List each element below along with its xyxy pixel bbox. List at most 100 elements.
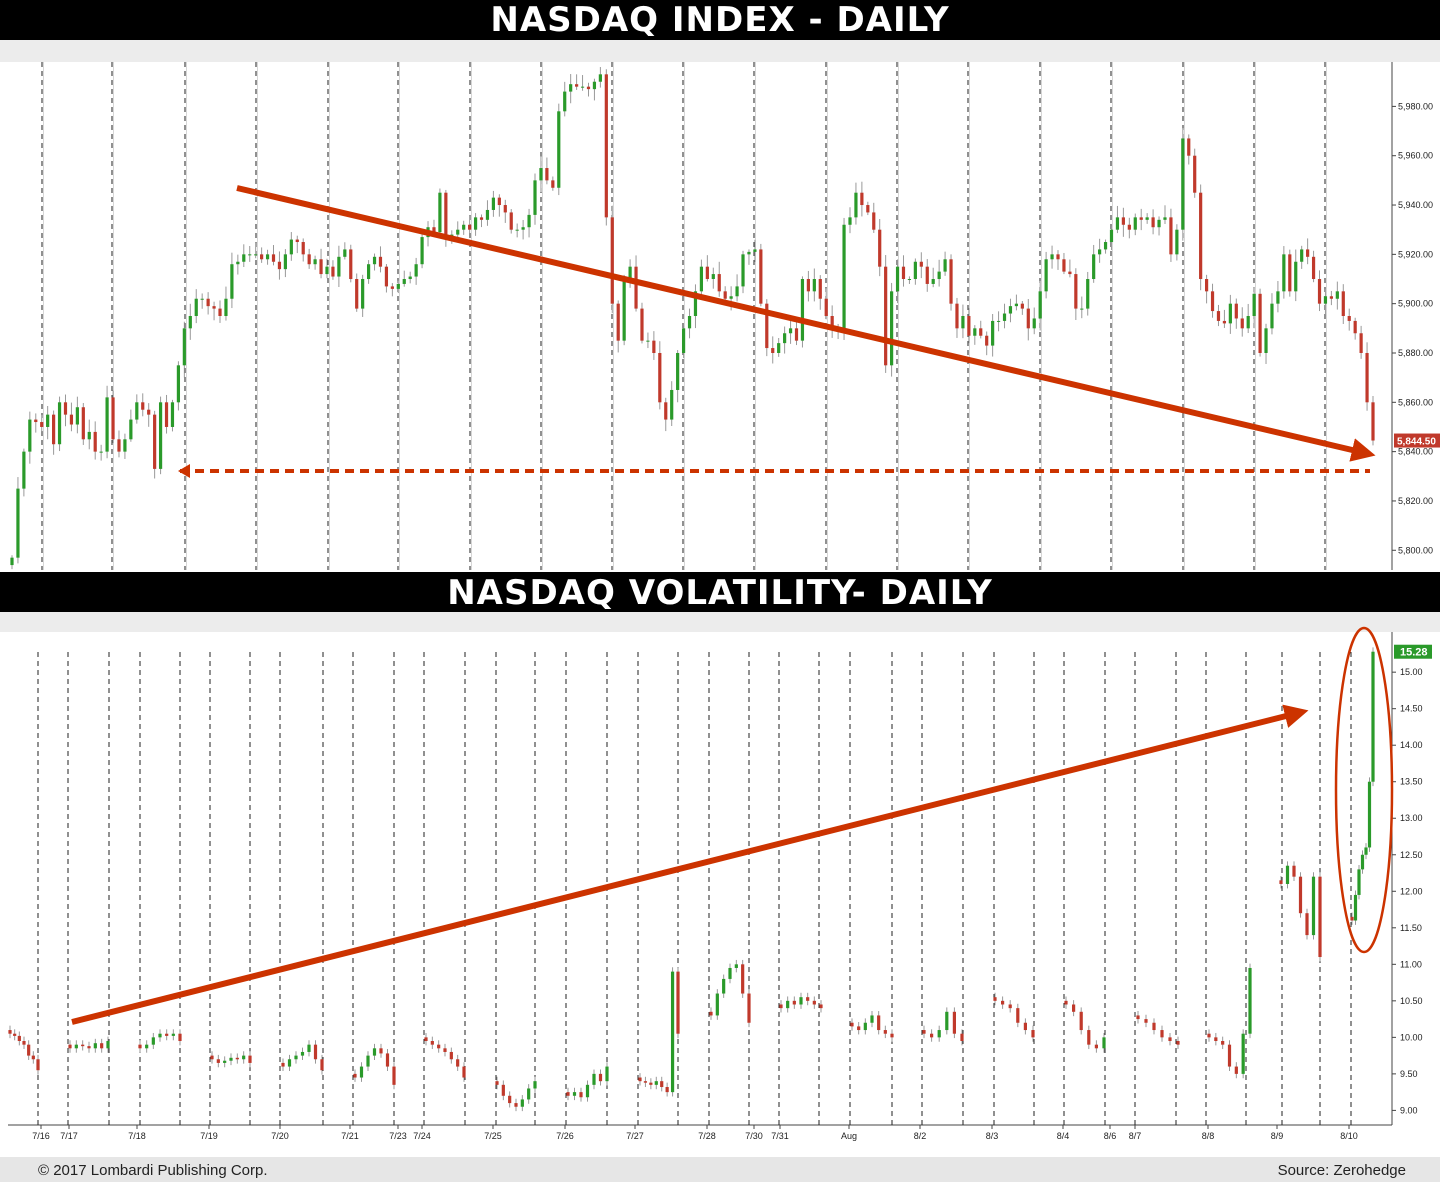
volatility-candle — [1353, 894, 1358, 921]
index-candle — [551, 180, 555, 188]
volatility-y-tick-label: 12.50 — [1400, 850, 1423, 860]
volatility-candle — [300, 1051, 305, 1056]
volatility-candle — [945, 1011, 949, 1031]
volatility-y-tick-label: 10.50 — [1400, 996, 1423, 1006]
index-candle — [1169, 217, 1173, 255]
index-candle — [1109, 229, 1114, 243]
index-candle — [503, 205, 507, 213]
volatility-x-tick-label: Aug — [841, 1131, 857, 1141]
volatility-candle — [605, 1066, 609, 1082]
volatility-last-value-badge — [1394, 644, 1432, 659]
index-candle — [1145, 217, 1149, 220]
index-candle — [1234, 303, 1238, 319]
index-candle — [646, 340, 650, 342]
volatility-candle — [654, 1081, 658, 1085]
volatility-x-tick-label: 8/6 — [1104, 1131, 1117, 1141]
index-candle — [479, 217, 484, 220]
index-candle — [260, 254, 264, 260]
index-candle — [598, 74, 602, 82]
index-candle — [670, 389, 674, 420]
index-candle — [848, 217, 852, 225]
volatility-candle — [592, 1073, 596, 1085]
index-candle — [271, 254, 276, 262]
index-candle — [569, 84, 573, 92]
index-candle — [438, 192, 442, 233]
footer-bar: © 2017 Lombardi Publishing Corp. Source:… — [0, 1157, 1440, 1182]
index-candle — [931, 279, 935, 284]
index-candle — [129, 419, 133, 440]
index-candle — [289, 239, 293, 255]
volatility-candle — [1248, 967, 1252, 1034]
charts-canvas: 5,800.00 5,820.00 5,840.00 5,860.00 5,880.00… — [8, 62, 1440, 1141]
index-chart-title: NASDAQ INDEX - DAILY — [0, 0, 1440, 40]
volatility-x-tick-label: 8/8 — [1202, 1131, 1215, 1141]
index-candle — [52, 414, 56, 445]
volatility-x-tick-label: 7/31 — [771, 1131, 789, 1141]
index-candle — [521, 227, 525, 230]
volatility-candle — [424, 1037, 428, 1042]
index-candle — [254, 254, 258, 256]
index-candle — [1032, 318, 1036, 329]
index-candle — [170, 402, 175, 427]
index-candle — [75, 407, 79, 425]
index-candle — [1353, 320, 1357, 334]
index-candle — [640, 308, 644, 341]
volatility-candle — [13, 1033, 17, 1036]
index-candle — [1306, 249, 1310, 257]
volatility-candle — [27, 1044, 31, 1056]
volatility-x-tick-label: 8/2 — [914, 1131, 927, 1141]
index-candle — [1329, 296, 1333, 299]
index-candle — [378, 256, 383, 267]
index-candle — [515, 229, 519, 231]
volatility-candle — [715, 993, 719, 1016]
index-candle — [771, 348, 775, 353]
volatility-candle — [1016, 1008, 1020, 1023]
volatility-candle — [68, 1044, 72, 1049]
index-candle — [610, 217, 614, 304]
index-candle — [1311, 256, 1316, 280]
volatility-x-tick-label: 7/25 — [484, 1131, 502, 1141]
index-candle — [1300, 249, 1304, 262]
index-candle — [563, 91, 567, 112]
index-candle — [628, 266, 632, 280]
volatility-x-tick-label: 7/16 — [32, 1131, 50, 1141]
index-candle — [93, 431, 97, 452]
volatility-candle — [1364, 847, 1368, 855]
index-candle — [277, 261, 282, 270]
volatility-x-tick-label: 7/21 — [341, 1131, 359, 1141]
index-candle — [1228, 303, 1232, 324]
volatility-candle — [508, 1095, 512, 1104]
volatility-candle — [1072, 1004, 1076, 1012]
index-candle — [1270, 303, 1274, 329]
index-candle — [1222, 320, 1227, 324]
volatility-candle — [1207, 1033, 1211, 1038]
volatility-candle — [437, 1044, 441, 1049]
volatility-candle — [598, 1073, 603, 1082]
volatility-candle — [307, 1044, 311, 1052]
index-candle — [40, 422, 44, 427]
copyright-text: © 2017 Lombardi Publishing Corp. — [38, 1162, 268, 1179]
index-candle — [967, 316, 971, 336]
volatility-candle — [392, 1066, 396, 1085]
index-candle — [717, 274, 721, 292]
index-candle — [141, 402, 145, 410]
volatility-candle — [353, 1073, 357, 1078]
volatility-x-tick-label: 7/27 — [626, 1131, 644, 1141]
volatility-candle — [495, 1081, 499, 1085]
index-candle — [1080, 308, 1084, 310]
volatility-candle — [248, 1055, 252, 1063]
index-candle — [28, 419, 32, 452]
index-candle — [1026, 308, 1030, 329]
volatility-candle — [100, 1043, 104, 1049]
volatility-y-tick-label: 9.50 — [1400, 1069, 1418, 1079]
volatility-candle — [229, 1057, 233, 1061]
index-candle — [1240, 318, 1244, 329]
index-candle — [985, 335, 989, 346]
volatility-candle — [786, 1000, 790, 1009]
volatility-candle — [216, 1059, 220, 1063]
index-candle — [497, 197, 501, 206]
index-candle — [895, 266, 900, 292]
volatility-x-tick-label: 7/17 — [60, 1131, 78, 1141]
index-candle — [1323, 296, 1328, 304]
volatility-y-tick-label: 10.00 — [1400, 1032, 1423, 1042]
